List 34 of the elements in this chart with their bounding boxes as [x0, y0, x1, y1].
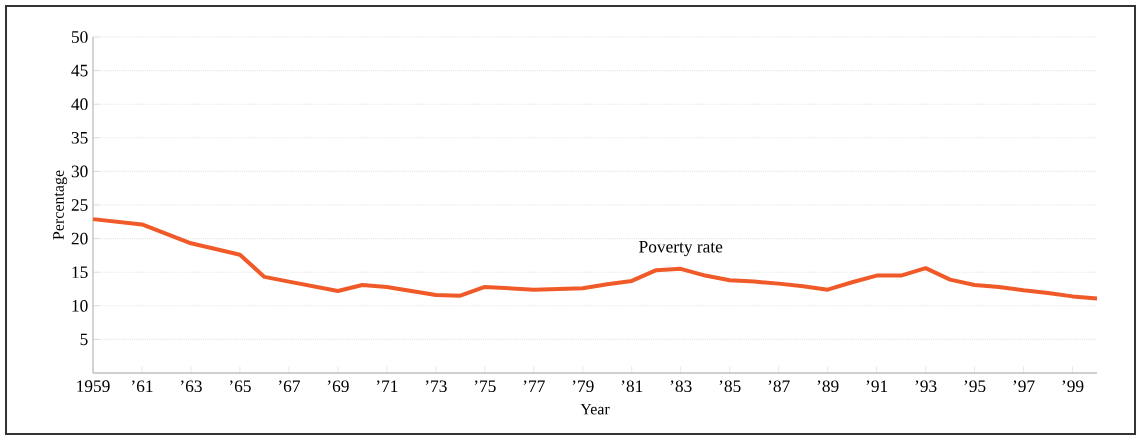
x-tick-label: ’61: [131, 380, 153, 393]
y-tick-label: 20: [71, 232, 88, 245]
x-tick-label: ’73: [425, 380, 447, 393]
y-tick-label: 40: [71, 98, 88, 111]
x-tick-label: ’81: [621, 380, 643, 393]
x-tick-label: ’91: [866, 380, 888, 393]
x-tick-label: ’85: [719, 380, 741, 393]
x-tick-label: 1959: [77, 380, 110, 393]
series-label: Poverty rate: [639, 241, 723, 257]
x-tick-label: ’65: [229, 380, 251, 393]
y-tick-label: 45: [71, 64, 88, 77]
y-tick-label: 30: [71, 165, 88, 178]
x-tick-label: ’77: [523, 380, 545, 392]
x-tick-label: ’97: [1013, 380, 1035, 393]
x-tick-label: ’67: [278, 380, 300, 393]
x-tick-label: ’87: [768, 380, 790, 393]
x-tick-label: ’93: [915, 380, 937, 393]
x-tick-label: ’95: [964, 380, 986, 393]
y-tick-label: 25: [71, 199, 88, 211]
y-axis-title: Percentage: [53, 170, 68, 240]
x-axis-title: Year: [580, 403, 610, 415]
y-tick-label: 10: [72, 299, 88, 312]
x-tick-label: ’99: [1062, 380, 1084, 393]
x-tick-label: ’89: [817, 380, 839, 393]
y-tick-label: 35: [71, 131, 88, 144]
y-tick-label: 50: [71, 31, 88, 43]
x-tick-label: ’83: [670, 380, 692, 393]
x-tick-label: ’79: [572, 380, 594, 393]
y-tick-label: 15: [72, 266, 88, 279]
x-tick-label: ’75: [474, 380, 496, 393]
x-tick-label: ’63: [180, 380, 202, 393]
x-tick-label: ’71: [376, 380, 398, 392]
y-tick-label: 5: [80, 333, 88, 346]
x-tick-label: ’69: [327, 380, 349, 393]
